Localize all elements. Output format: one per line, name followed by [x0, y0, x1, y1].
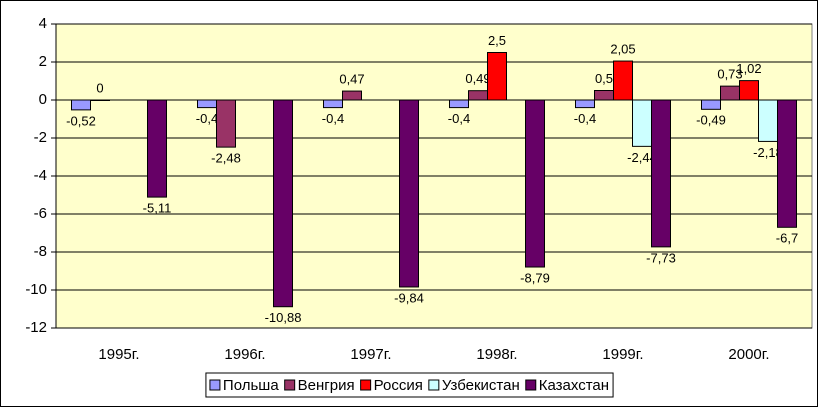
- data-label: 0,47: [339, 72, 364, 87]
- data-label: -9,84: [394, 290, 424, 305]
- bar: [487, 52, 507, 101]
- data-label: -0,4: [448, 111, 470, 126]
- x-tick-label: 1996г.: [224, 346, 265, 363]
- y-tick-label: 4: [39, 15, 47, 32]
- bar: [468, 90, 488, 101]
- y-tick-label: -6: [34, 205, 47, 222]
- y-tick-label: -2: [34, 129, 47, 146]
- bar: [594, 90, 614, 101]
- data-label: 0,73: [717, 67, 742, 82]
- bar: [147, 99, 167, 198]
- bar: [613, 60, 633, 101]
- bar: [777, 99, 797, 228]
- data-label: -0,4: [574, 111, 596, 126]
- bar: [701, 99, 721, 110]
- bar: [739, 80, 759, 101]
- bar: [216, 99, 236, 148]
- legend-label: Польша: [223, 377, 279, 394]
- y-tick-label: -10: [25, 281, 47, 298]
- data-label: -5,11: [143, 201, 172, 216]
- data-label: -2,48: [211, 151, 241, 166]
- legend-swatch: [284, 379, 296, 391]
- y-tick-label: -12: [25, 319, 47, 336]
- bar: [575, 99, 595, 109]
- bar: [71, 99, 91, 111]
- legend-box: [205, 372, 614, 398]
- data-label: 0,49: [465, 71, 490, 86]
- legend-swatch: [525, 379, 537, 391]
- y-tick-label: -8: [34, 243, 47, 260]
- data-label: -8,79: [520, 270, 550, 285]
- data-label: -0,4: [322, 111, 344, 126]
- x-tick-label: 1995г.: [98, 346, 139, 363]
- data-label: 0: [96, 80, 103, 95]
- legend-label: Венгрия: [298, 377, 355, 394]
- x-tick-label: 1997г.: [350, 346, 391, 363]
- data-label: -0,4: [196, 111, 218, 126]
- bar: [342, 90, 362, 101]
- y-tick-label: 0: [39, 91, 47, 108]
- y-tick-label: -4: [34, 167, 47, 184]
- bar: [273, 99, 293, 308]
- data-label: 2,05: [610, 41, 635, 56]
- data-label: -0,49: [696, 113, 726, 128]
- legend-swatch: [428, 379, 440, 391]
- bar: [720, 85, 740, 101]
- legend-label: Узбекистан: [442, 377, 520, 394]
- x-tick-label: 1998г.: [476, 346, 517, 363]
- bar: [449, 99, 469, 109]
- bar: [632, 99, 652, 147]
- y-tick-label: 2: [39, 53, 47, 70]
- legend-label: Россия: [374, 377, 423, 394]
- data-label: -2,18: [753, 145, 783, 160]
- bar: [651, 99, 671, 248]
- data-label: 0,5: [595, 71, 613, 86]
- bar: [758, 99, 778, 142]
- x-tick-label: 1999г.: [602, 346, 643, 363]
- bar: [399, 99, 419, 288]
- x-tick-label: 2000г.: [728, 346, 769, 363]
- bar: [323, 99, 343, 109]
- bar: [197, 99, 217, 109]
- data-label: -0,52: [66, 113, 96, 128]
- legend-swatch: [209, 379, 221, 391]
- data-label: -6,7: [776, 231, 798, 246]
- data-label: 1,02: [736, 61, 761, 76]
- data-label: -2,44: [627, 150, 657, 165]
- bar: [90, 99, 110, 101]
- bar: [525, 99, 545, 268]
- legend-label: Казахстан: [539, 377, 609, 394]
- legend-swatch: [360, 379, 372, 391]
- data-label: -10,88: [265, 310, 302, 325]
- data-label: 2,5: [488, 33, 506, 48]
- data-label: -7,73: [646, 250, 676, 265]
